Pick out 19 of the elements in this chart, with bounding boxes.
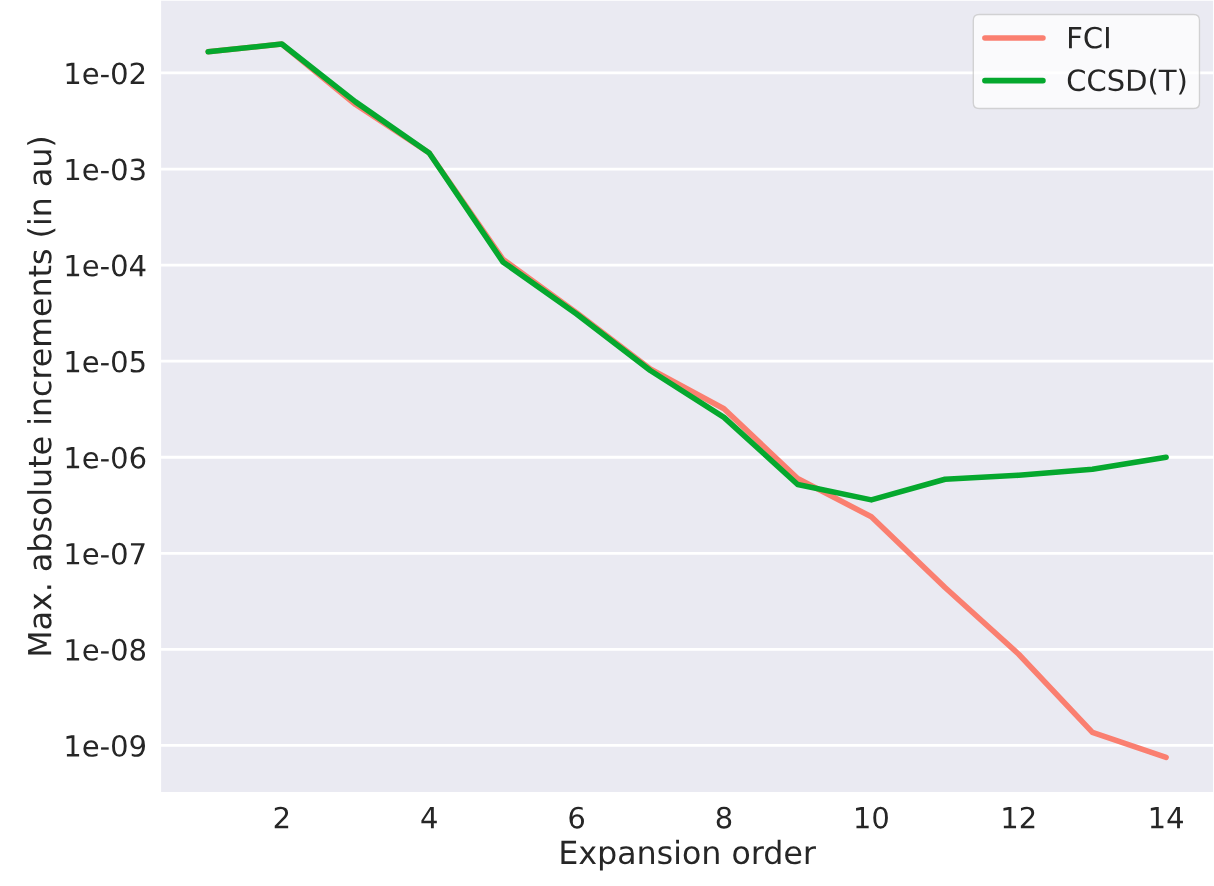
y-tick-label: 1e-02: [66, 62, 145, 85]
x-tick-label: 4: [421, 807, 437, 829]
x-tick-label: 12: [1003, 806, 1035, 829]
x-tick-label: 6: [569, 806, 584, 829]
x-tick-label: 2: [274, 806, 289, 829]
y-tick-label: 1e-09: [66, 734, 146, 757]
y-tick-label: 1e-05: [66, 350, 145, 373]
y-tick-label: 1e-08: [66, 638, 146, 661]
legend-label: CCSD(T): [1067, 68, 1186, 95]
y-tick-label: 1e-06: [66, 446, 146, 469]
y-axis-title: Max. absolute increments (in au): [27, 138, 56, 655]
x-tick-label: 14: [1150, 807, 1183, 829]
x-tick-label: 8: [716, 806, 732, 829]
x-tick-label: 10: [856, 806, 888, 829]
y-tick-label: 1e-04: [66, 254, 146, 277]
y-tick-label: 1e-07: [66, 542, 145, 565]
y-tick-label: 1e-03: [66, 158, 145, 181]
x-axis-title: Expansion order: [561, 839, 816, 871]
legend-label: FCI: [1069, 26, 1109, 49]
